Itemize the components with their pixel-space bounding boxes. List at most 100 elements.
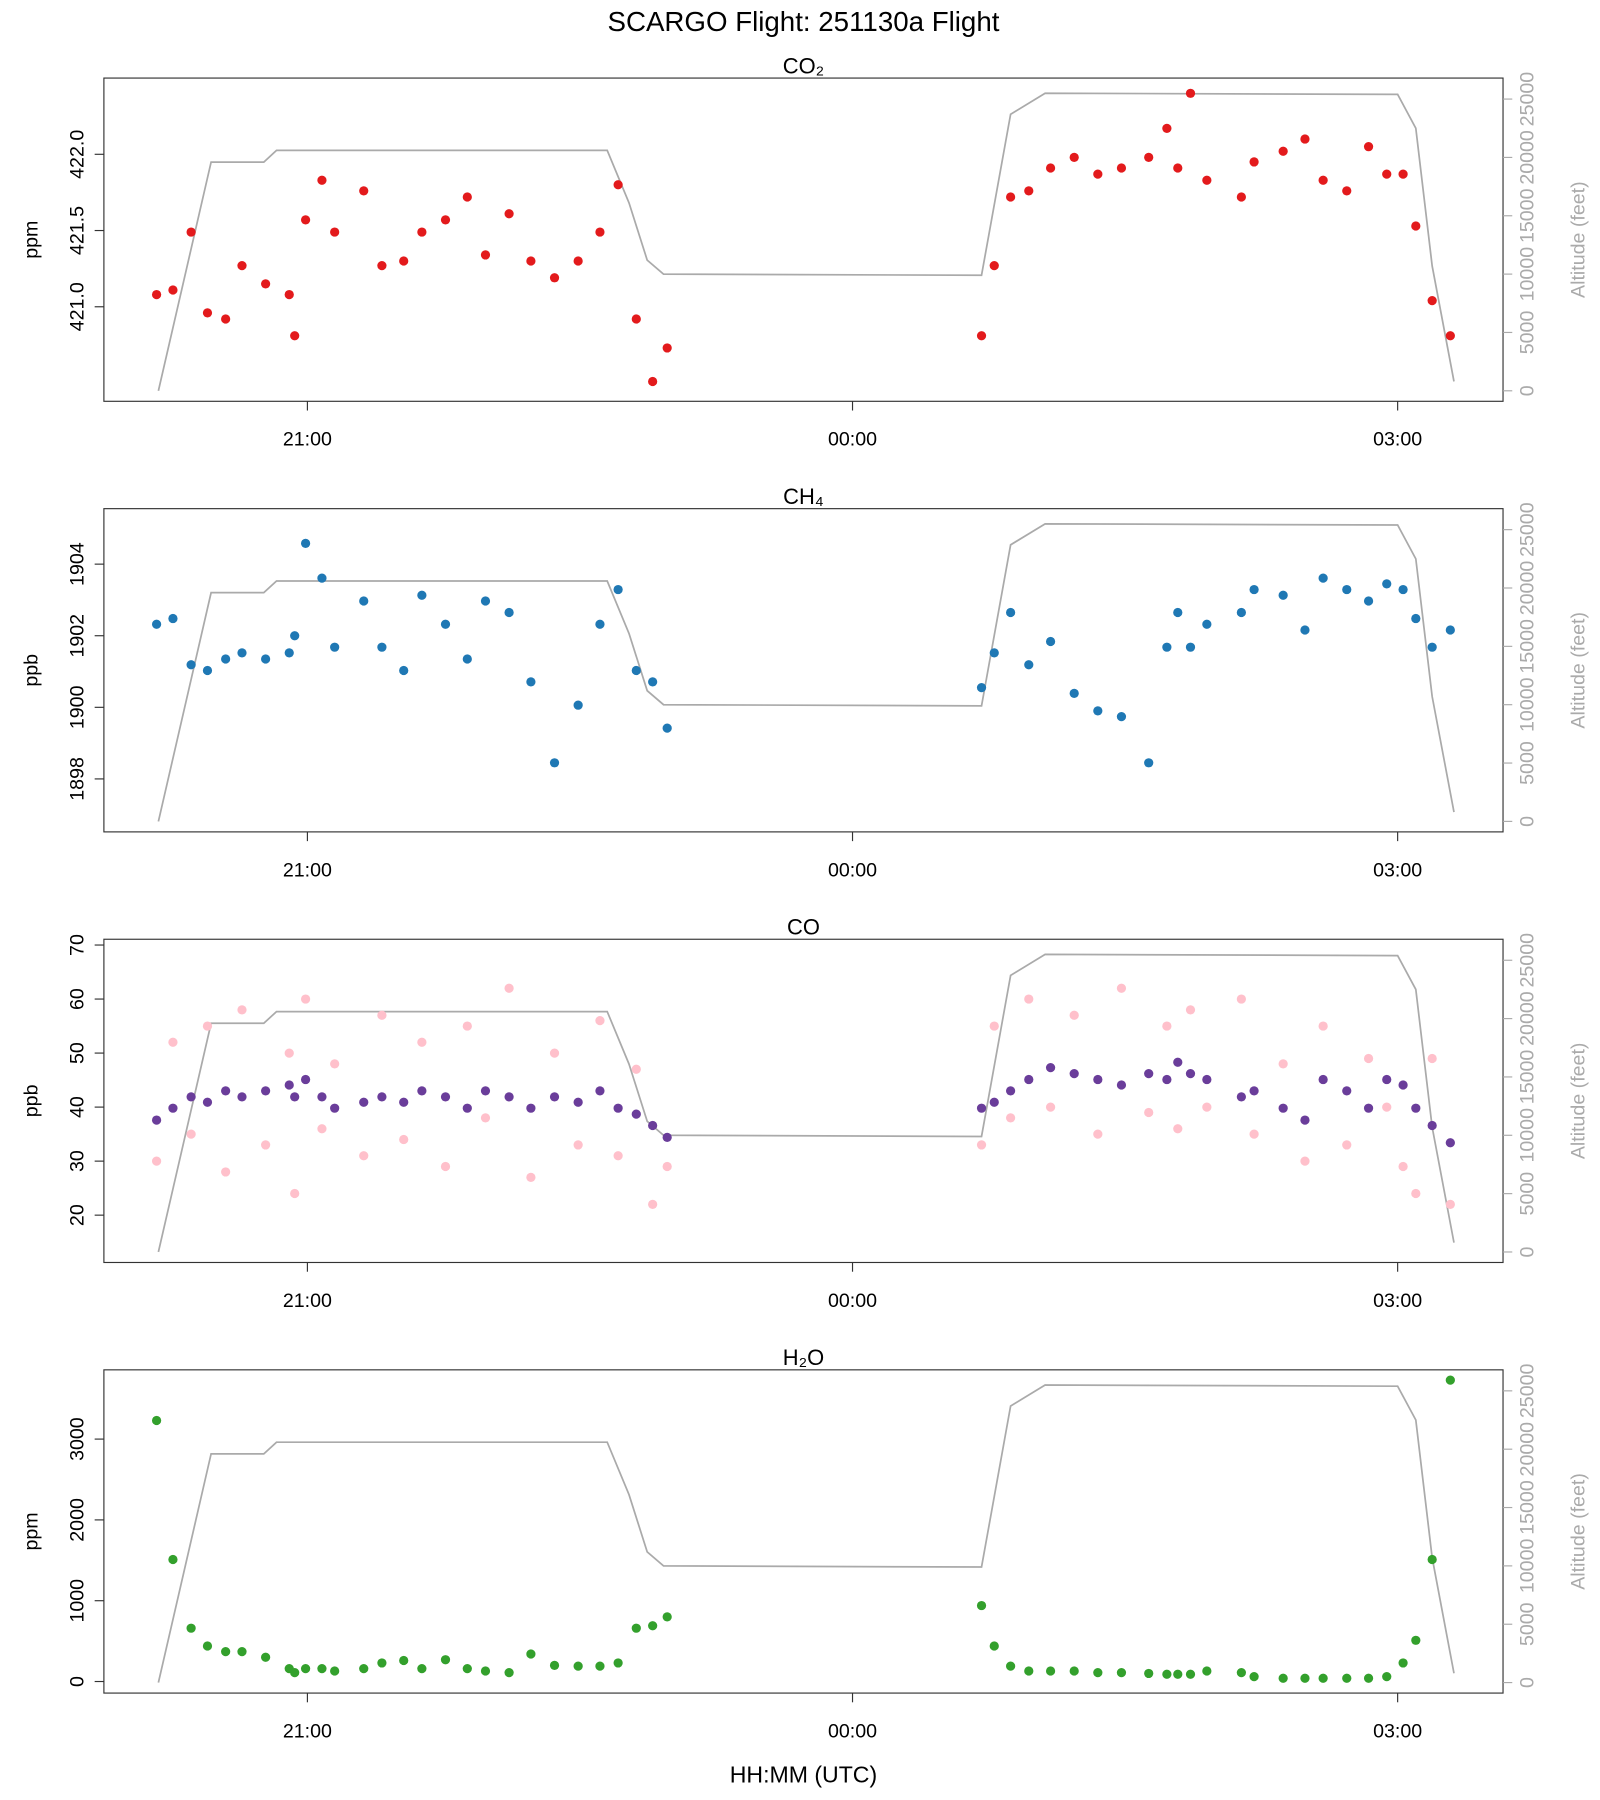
y-axis-label: ppm: [21, 221, 43, 259]
data-point: [1069, 1666, 1079, 1676]
data-point: [976, 331, 987, 341]
y2-tick-label: 5000: [1517, 311, 1539, 355]
y2-tick-label: 0: [1517, 385, 1539, 396]
data-point: [1185, 1068, 1196, 1079]
data-point: [300, 1074, 311, 1085]
data-point: [1249, 584, 1259, 595]
data-point: [648, 677, 658, 687]
figure-title: SCARGO Flight: 251130a Flight: [608, 6, 1000, 37]
data-point: [631, 1064, 641, 1074]
data-point: [1363, 142, 1374, 152]
data-point: [290, 631, 300, 641]
y2-tick-label: 25000: [1517, 1363, 1539, 1418]
plot-frame: [103, 508, 1504, 833]
data-point: [480, 1113, 491, 1123]
y2-tick-label: 0: [1517, 1246, 1539, 1257]
data-point: [1024, 186, 1034, 196]
data-point: [1342, 1673, 1352, 1683]
data-point: [462, 1663, 472, 1674]
data-point: [1173, 163, 1183, 173]
y-tick-label: 30: [67, 1150, 89, 1172]
data-point: [504, 1668, 514, 1678]
data-point: [300, 215, 311, 225]
y-tick-label: 421.0: [67, 282, 89, 331]
data-point: [1300, 134, 1310, 144]
data-point: [290, 331, 300, 341]
data-point: [440, 619, 451, 629]
data-point: [168, 285, 178, 295]
data-point: [151, 289, 162, 300]
data-point: [462, 192, 472, 202]
data-point: [260, 654, 271, 664]
data-point: [186, 1623, 196, 1633]
data-point: [1249, 1129, 1259, 1139]
data-point: [1445, 1375, 1455, 1385]
data-point: [151, 619, 162, 629]
data-point: [1382, 579, 1392, 589]
altitude-line: [157, 522, 1455, 822]
data-point: [631, 1109, 641, 1119]
data-point: [1236, 607, 1246, 618]
y2-tick-label: 10000: [1517, 677, 1539, 732]
data-point: [317, 1663, 327, 1674]
data-point: [1363, 1103, 1374, 1113]
data-point: [202, 665, 213, 676]
data-point: [440, 215, 451, 225]
data-point: [1398, 169, 1408, 179]
data-point: [359, 186, 369, 196]
data-point: [260, 1652, 271, 1662]
y-tick-label: 1898: [67, 757, 89, 801]
y-tick-label: 60: [67, 988, 89, 1010]
data-point: [1024, 1074, 1034, 1085]
y-tick-label: 1900: [67, 685, 89, 729]
data-point: [284, 1048, 294, 1058]
data-point: [1342, 584, 1352, 595]
data-point: [359, 1097, 369, 1107]
data-point: [317, 1124, 327, 1134]
data-point: [1249, 157, 1259, 167]
x-tick-label: 21:00: [283, 859, 332, 881]
data-point: [595, 227, 605, 237]
data-point: [526, 677, 536, 687]
data-point: [1236, 1092, 1246, 1102]
data-point: [613, 1151, 623, 1161]
data-point: [1278, 1673, 1288, 1683]
data-point: [1411, 1635, 1421, 1645]
data-point: [462, 654, 472, 664]
data-point: [417, 590, 427, 600]
x-tick-label: 00:00: [828, 429, 877, 451]
data-point: [202, 1641, 213, 1651]
data-point: [1427, 1053, 1437, 1064]
data-point: [1144, 758, 1154, 768]
data-point: [1427, 642, 1437, 652]
data-point: [1173, 1124, 1183, 1134]
data-point: [989, 260, 999, 271]
data-point: [237, 1647, 247, 1657]
x-tick-label: 03:00: [1373, 1290, 1422, 1312]
data-point: [549, 758, 560, 768]
y-tick-label: 422.0: [67, 130, 89, 179]
data-point: [417, 1663, 427, 1674]
data-point: [1045, 636, 1056, 647]
data-point: [399, 1134, 409, 1145]
data-point: [573, 700, 583, 710]
data-point: [1300, 1673, 1310, 1683]
data-point: [648, 1120, 658, 1131]
data-point: [1173, 1669, 1183, 1679]
data-point: [221, 314, 231, 324]
data-point: [284, 1080, 294, 1090]
panel-title: CO₂: [783, 53, 824, 78]
data-point: [1116, 1668, 1127, 1678]
x-tick-label: 03:00: [1373, 859, 1422, 881]
data-point: [1162, 1021, 1172, 1031]
plot-frame: [103, 938, 1504, 1264]
data-point: [300, 1663, 311, 1674]
plot-frame: [103, 1369, 1504, 1694]
data-point: [1116, 163, 1127, 173]
data-point: [1093, 1129, 1103, 1139]
data-point: [1427, 1554, 1437, 1565]
data-point: [662, 1161, 672, 1172]
data-point: [631, 1623, 641, 1633]
y2-tick-label: 25000: [1517, 933, 1539, 988]
